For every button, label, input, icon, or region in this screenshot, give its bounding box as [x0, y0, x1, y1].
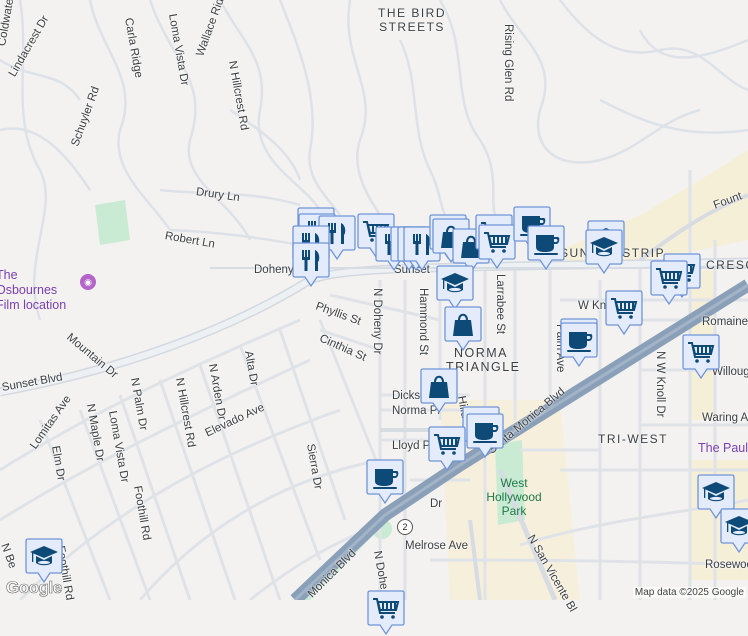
- map-marker-school[interactable]: [720, 508, 748, 554]
- map-marker-grocery[interactable]: [367, 590, 405, 636]
- cafe-icon: [527, 225, 565, 271]
- map-marker-grocery[interactable]: [605, 290, 643, 336]
- map-marker-cafe[interactable]: [366, 459, 404, 505]
- restaurant-icon: [403, 226, 441, 272]
- grocery-icon: [478, 224, 516, 270]
- poi-label: The Osbournes Film location: [0, 268, 67, 312]
- shopping-icon: [444, 306, 482, 352]
- area-label-norma-triangle: NORMA TRIANGLE: [446, 346, 521, 374]
- map-marker-shopping[interactable]: [420, 368, 458, 414]
- area-label-crescent: CRESC: [706, 258, 748, 272]
- area-text: THE BIRD STREETS: [377, 6, 446, 34]
- grocery-icon: [605, 290, 643, 336]
- street-label: N W Knoll Dr: [654, 351, 666, 418]
- map-marker-grocery[interactable]: [682, 334, 720, 380]
- school-icon: [25, 538, 63, 584]
- google-logo[interactable]: Google: [6, 578, 63, 598]
- school-icon: [585, 229, 623, 275]
- map-marker-cafe[interactable]: [560, 322, 598, 368]
- school-icon: [697, 474, 735, 520]
- map-marker-shopping[interactable]: [444, 306, 482, 352]
- map-marker-school[interactable]: [697, 474, 735, 520]
- shopping-icon: [420, 368, 458, 414]
- map-canvas[interactable]: [0, 0, 748, 600]
- camera-icon: ◉: [80, 274, 96, 290]
- poi-osbournes[interactable]: The Osbournes Film location ◉: [0, 268, 96, 313]
- street-label: Lloyd Pl: [392, 440, 433, 452]
- street-label: N Doheny Dr: [371, 288, 383, 355]
- map-marker-restaurant[interactable]: [403, 226, 441, 272]
- map-marker-grocery[interactable]: [650, 260, 688, 306]
- hill-roads: [0, 0, 748, 321]
- street-label: Rosewood: [705, 559, 748, 571]
- area-label-bird-streets: THE BIRD STREETS: [372, 6, 452, 34]
- street-label: Dr: [430, 498, 443, 510]
- street-label: Doheny: [254, 264, 294, 276]
- santa-monica-blvd: [290, 279, 748, 600]
- school-icon: [720, 508, 748, 554]
- map-marker-cafe[interactable]: [527, 225, 565, 271]
- school-icon: [436, 265, 474, 311]
- map-marker-school[interactable]: [25, 538, 63, 584]
- restaurant-icon: [292, 242, 330, 288]
- grocery-icon: [682, 334, 720, 380]
- street-label: Hammond St: [417, 288, 429, 356]
- street-label: Willoughb: [712, 366, 748, 378]
- residential-streets: [0, 170, 748, 600]
- street-label: W Kn: [578, 300, 607, 312]
- grocery-icon: [428, 426, 466, 472]
- grocery-icon: [367, 590, 405, 636]
- cafe-icon: [560, 322, 598, 368]
- cafe-icon: [366, 459, 404, 505]
- poi-the-paul[interactable]: The Paul: [698, 441, 748, 455]
- map-marker-school[interactable]: [436, 265, 474, 311]
- map-marker-cafe[interactable]: [466, 413, 504, 459]
- street-label: Rising Glen Rd: [502, 24, 514, 102]
- street-label: Melrose Ave: [405, 540, 469, 552]
- area-label-tri-west: TRI-WEST: [598, 432, 668, 446]
- grocery-icon: [650, 260, 688, 306]
- street-label: Dicks: [392, 390, 421, 402]
- street-label: Larrabee St: [494, 274, 506, 335]
- map-marker-grocery[interactable]: [478, 224, 516, 270]
- street-label: Romaine: [702, 316, 748, 328]
- map-marker-school[interactable]: [585, 229, 623, 275]
- map-marker-restaurant[interactable]: [292, 242, 330, 288]
- park-label[interactable]: West Hollywood Park: [486, 476, 542, 518]
- route-shield: 2: [397, 519, 413, 535]
- map-marker-grocery[interactable]: [428, 426, 466, 472]
- cafe-icon: [466, 413, 504, 459]
- street-label: Waring Av: [702, 412, 748, 424]
- street-label: Norma Pl: [392, 405, 440, 417]
- map-attribution[interactable]: Map data ©2025 Google: [632, 587, 746, 598]
